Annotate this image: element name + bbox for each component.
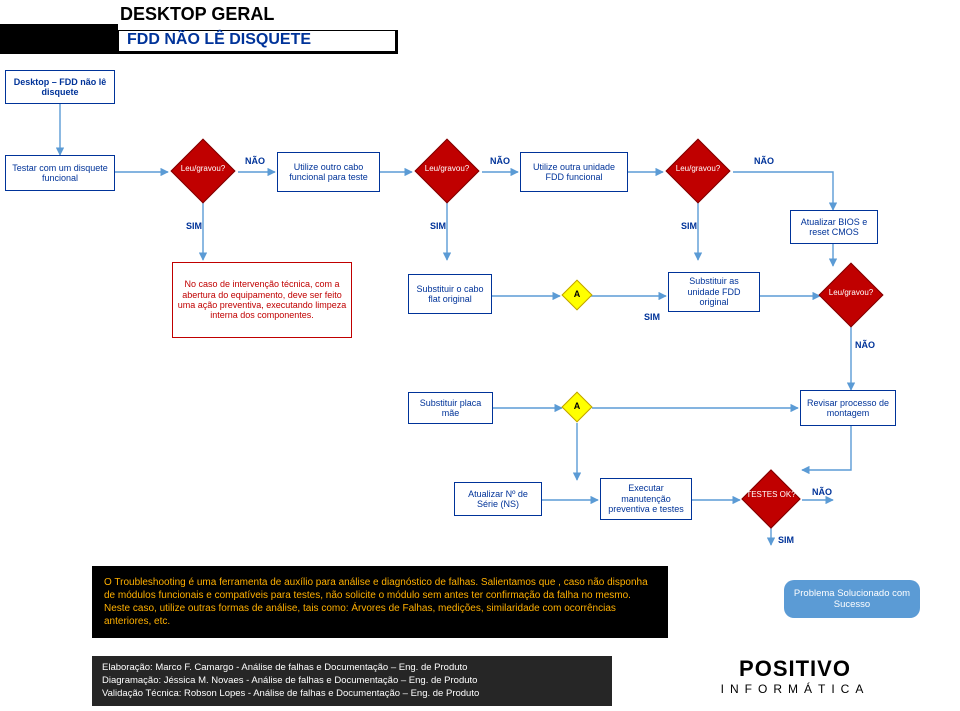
- success-box: Problema Solucionado com Sucesso: [784, 580, 920, 618]
- edge-no5: NÃO: [812, 487, 832, 497]
- sub-fdd-box: Substituir as unidade FDD original: [668, 272, 760, 312]
- revisar-box: Revisar processo de montagem: [800, 390, 896, 426]
- logo-brand: POSITIVO: [680, 656, 910, 682]
- edge-no4: NÃO: [855, 340, 875, 350]
- d-tests-diamond: [741, 469, 800, 528]
- edge-no2: NÃO: [490, 156, 510, 166]
- subtitle-bar: FDD NÃO LÊ DISQUETE: [0, 30, 398, 54]
- logo-sub: INFORMÁTICA: [680, 682, 910, 696]
- d1-diamond: [170, 138, 235, 203]
- edge-no3: NÃO: [754, 156, 774, 166]
- d3-diamond: [665, 138, 730, 203]
- conn-a1: [561, 279, 592, 310]
- footer-l2: Diagramação: Jéssica M. Novaes - Análise…: [102, 675, 602, 688]
- exec-box: Executar manutenção preventiva e testes: [600, 478, 692, 520]
- footer-l3: Validação Técnica: Robson Lopes - Anális…: [102, 688, 602, 701]
- start-box: Desktop – FDD não lê disquete: [5, 70, 115, 104]
- cable-box: Utilize outro cabo funcional para teste: [277, 152, 380, 192]
- page-subtitle: FDD NÃO LÊ DISQUETE: [119, 29, 319, 50]
- intervention-box: No caso de intervenção técnica, com a ab…: [172, 262, 352, 338]
- d2-diamond: [414, 138, 479, 203]
- edge-sim5: SIM: [778, 535, 794, 545]
- edge-sim2: SIM: [430, 221, 446, 231]
- page-title: DESKTOP GERAL: [120, 4, 274, 25]
- edge-sim1: SIM: [186, 221, 202, 231]
- sub-mb-box: Substituir placa mãe: [408, 392, 493, 424]
- edge-sim3: SIM: [681, 221, 697, 231]
- serie-box: Atualizar Nº de Série (NS): [454, 482, 542, 516]
- test-box: Testar com um disquete funcional: [5, 155, 115, 191]
- bios-box: Atualizar BIOS e reset CMOS: [790, 210, 878, 244]
- logo: POSITIVO INFORMÁTICA: [680, 656, 910, 696]
- sub-flat-box: Substituir o cabo flat original: [408, 274, 492, 314]
- note-box: O Troubleshooting é uma ferramenta de au…: [92, 566, 668, 638]
- d4-diamond: [818, 262, 883, 327]
- edge-no1: NÃO: [245, 156, 265, 166]
- edge-sim4: SIM: [644, 312, 660, 322]
- conn-a2: [561, 391, 592, 422]
- unit-box: Utilize outra unidade FDD funcional: [520, 152, 628, 192]
- footer-box: Elaboração: Marco F. Camargo - Análise d…: [92, 656, 612, 706]
- footer-l1: Elaboração: Marco F. Camargo - Análise d…: [102, 662, 602, 675]
